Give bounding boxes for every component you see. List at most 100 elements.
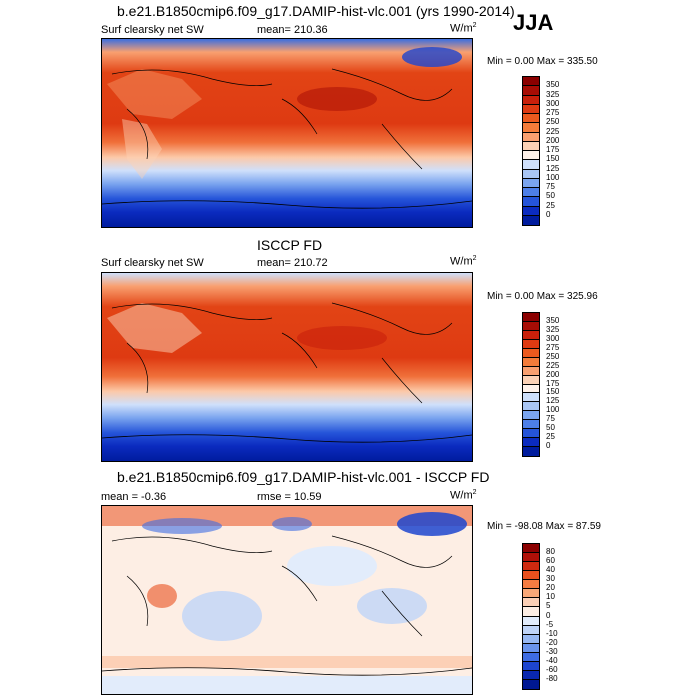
- colorbar-tick-label: 25: [546, 200, 555, 210]
- colorbar-tick-label: -60: [546, 664, 558, 674]
- colorbar-swatch: [523, 169, 539, 179]
- panel1-minmax: Min = 0.00 Max = 335.50: [487, 56, 598, 67]
- season-label: JJA: [513, 10, 554, 35]
- colorbar-swatch: [523, 206, 539, 216]
- colorbar-tick-label: 25: [546, 432, 555, 442]
- colorbar-tick-label: 150: [546, 387, 560, 397]
- colorbar-swatch: [523, 151, 539, 161]
- colorbar-swatch: [523, 123, 539, 133]
- panel1-colorbar: [522, 76, 540, 226]
- panel2-variable-label: Surf clearsky net SW: [101, 257, 204, 269]
- colorbar-tick-label: 225: [546, 126, 560, 136]
- colorbar-swatch: [523, 132, 539, 142]
- panel2-title: ISCCP FD: [257, 237, 323, 253]
- panel2-colorbar: [522, 312, 540, 457]
- colorbar-tick-label: 175: [546, 378, 560, 388]
- colorbar-tick-label: 5: [546, 601, 551, 611]
- colorbar-tick-label: 50: [546, 191, 555, 201]
- colorbar-tick-label: 0: [546, 441, 551, 451]
- colorbar-tick-label: 300: [546, 98, 560, 108]
- colorbar-tick-label: 75: [546, 182, 555, 191]
- colorbar-tick-label: -20: [546, 637, 558, 647]
- panel3-colorbar: [522, 543, 540, 690]
- colorbar-swatch: [523, 330, 539, 340]
- colorbar-swatch: [523, 366, 539, 376]
- colorbar-tick-label: 60: [546, 556, 555, 566]
- colorbar-tick-label: 175: [546, 145, 560, 154]
- colorbar-swatch: [523, 562, 539, 572]
- colorbar-tick-label: 325: [546, 89, 560, 99]
- colorbar-tick-label: 0: [546, 209, 551, 219]
- colorbar-swatch: [523, 679, 539, 689]
- colorbar-tick-label: 250: [546, 117, 560, 127]
- colorbar-tick-label: 325: [546, 324, 560, 334]
- colorbar-swatch: [523, 313, 539, 322]
- colorbar-swatch: [523, 77, 539, 87]
- colorbar-swatch: [523, 188, 539, 198]
- colorbar-swatch: [523, 420, 539, 430]
- colorbar-tick-label: 75: [546, 414, 555, 424]
- colorbar-swatch: [523, 215, 539, 225]
- colorbar-tick-label: 225: [546, 360, 560, 370]
- colorbar-tick-label: 30: [546, 574, 555, 584]
- colorbar-swatch: [523, 95, 539, 105]
- colorbar-swatch: [523, 393, 539, 403]
- colorbar-tick-label: 200: [546, 369, 560, 379]
- colorbar-swatch: [523, 661, 539, 671]
- colorbar-swatch: [523, 160, 539, 170]
- colorbar-swatch: [523, 375, 539, 385]
- colorbar-swatch: [523, 438, 539, 448]
- colorbar-tick-label: 350: [546, 80, 560, 90]
- panel1-title: b.e21.B1850cmip6.f09_g17.DAMIP-hist-vlc.…: [117, 3, 515, 19]
- panel3-minmax: Min = -98.08 Max = 87.59: [487, 521, 601, 532]
- colorbar-swatch: [523, 339, 539, 349]
- colorbar-swatch: [523, 357, 539, 367]
- colorbar-tick-label: 50: [546, 423, 555, 433]
- colorbar-tick-label: 40: [546, 565, 555, 575]
- panel2-units: W/m2: [450, 255, 477, 268]
- colorbar-swatch: [523, 670, 539, 680]
- colorbar-tick-label: 275: [546, 108, 560, 117]
- colorbar-swatch: [523, 86, 539, 96]
- panel3-map: [101, 505, 473, 695]
- colorbar-swatch: [523, 580, 539, 590]
- colorbar-tick-label: 200: [546, 135, 560, 145]
- colorbar-tick-label: -40: [546, 655, 558, 665]
- colorbar-swatch: [523, 384, 539, 394]
- colorbar-tick-label: -5: [546, 619, 554, 629]
- colorbar-tick-label: 0: [546, 610, 551, 620]
- colorbar-tick-label: 125: [546, 163, 560, 173]
- colorbar-tick-label: 100: [546, 405, 560, 415]
- panel2-mean: mean= 210.72: [257, 257, 328, 269]
- colorbar-tick-label: -10: [546, 628, 558, 638]
- panel1-mean: mean= 210.36: [257, 24, 328, 36]
- colorbar-swatch: [523, 141, 539, 151]
- colorbar-swatch: [523, 634, 539, 644]
- colorbar-tick-label: -30: [546, 646, 558, 656]
- colorbar-swatch: [523, 544, 539, 554]
- colorbar-tick-label: 125: [546, 396, 560, 406]
- colorbar-swatch: [523, 652, 539, 662]
- panel3-units: W/m2: [450, 489, 477, 502]
- colorbar-swatch: [523, 607, 539, 617]
- colorbar-tick-label: 80: [546, 547, 555, 557]
- colorbar-tick-label: 20: [546, 583, 555, 593]
- colorbar-swatch: [523, 625, 539, 635]
- colorbar-swatch: [523, 321, 539, 331]
- colorbar-swatch: [523, 402, 539, 412]
- colorbar-swatch: [523, 348, 539, 358]
- panel3-mean: mean = -0.36: [101, 491, 167, 503]
- panel1-variable-label: Surf clearsky net SW: [101, 24, 204, 36]
- colorbar-tick-label: -80: [546, 673, 558, 683]
- colorbar-tick-label: 350: [546, 315, 560, 325]
- panel3-title: b.e21.B1850cmip6.f09_g17.DAMIP-hist-vlc.…: [117, 469, 490, 485]
- colorbar-tick-label: 300: [546, 333, 560, 343]
- colorbar-swatch: [523, 114, 539, 124]
- colorbar-swatch: [523, 429, 539, 439]
- colorbar-swatch: [523, 447, 539, 456]
- colorbar-swatch: [523, 104, 539, 114]
- panel1-map: [101, 38, 473, 228]
- panel2-minmax: Min = 0.00 Max = 325.96: [487, 291, 598, 302]
- colorbar-swatch: [523, 197, 539, 207]
- colorbar-tick-label: 250: [546, 351, 560, 361]
